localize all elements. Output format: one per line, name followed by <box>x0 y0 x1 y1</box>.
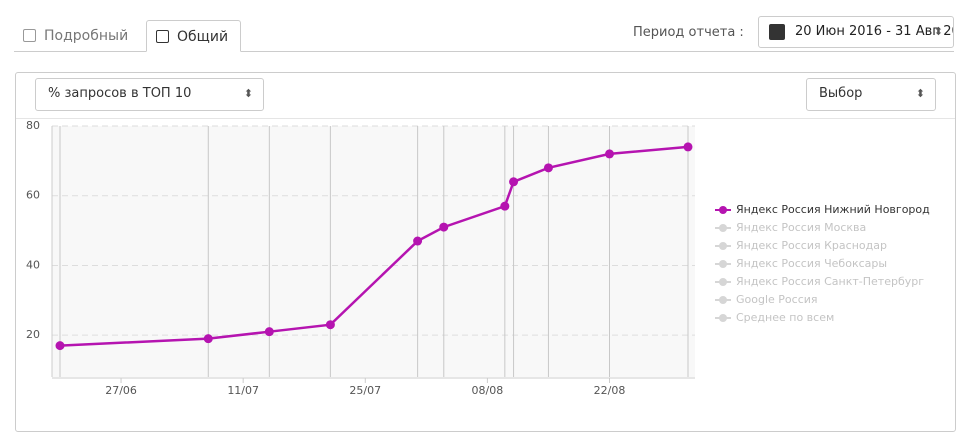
legend-marker <box>719 278 727 286</box>
x-tick-label: 25/07 <box>349 384 381 397</box>
legend-label: Среднее по всем <box>736 311 834 324</box>
calendar-icon <box>769 24 785 40</box>
legend-label: Google Россия <box>736 293 818 306</box>
x-tick-label: 08/08 <box>472 384 504 397</box>
x-tick-label: 27/06 <box>105 384 137 397</box>
legend-label: Яндекс Россия Краснодар <box>736 239 887 252</box>
data-point <box>55 341 65 351</box>
x-tick-label: 22/08 <box>594 384 626 397</box>
data-point <box>325 320 335 330</box>
choice-select[interactable]: Выбор <box>806 78 936 111</box>
plot-area <box>52 126 695 377</box>
tab-label: Подробный <box>44 28 129 44</box>
icon <box>156 30 169 43</box>
tab[interactable]: Подробный <box>14 20 144 52</box>
tab[interactable]: Общий <box>146 20 241 52</box>
legend-marker <box>719 242 727 250</box>
data-point <box>683 142 693 152</box>
metric-select[interactable]: % запросов в ТОП 10 <box>35 78 264 111</box>
date-range[interactable]: 20 Июн 2016 - 31 Авг 20 <box>758 16 954 48</box>
select-text: Выбор <box>819 86 863 101</box>
icon <box>23 29 36 42</box>
data-point <box>264 327 274 337</box>
data-point <box>500 201 510 211</box>
tab-divider <box>14 51 954 52</box>
data-point <box>605 149 614 159</box>
legend-marker <box>719 260 727 268</box>
separator <box>16 118 955 119</box>
legend-label: Яндекс Россия Нижний Новгород <box>736 203 930 216</box>
y-tick-label: 60 <box>26 189 40 202</box>
page: Подробный Общий Период отчета : 20 Июн 2… <box>0 0 964 414</box>
data-point <box>509 177 519 187</box>
legend-marker <box>719 206 727 214</box>
legend-label: Яндекс Россия Санкт-Петербург <box>736 275 924 288</box>
legend-marker <box>719 224 727 232</box>
select-text: % запросов в ТОП 10 <box>48 86 192 101</box>
date-range-text: 20 Июн 2016 - 31 Авг 20 <box>795 24 954 39</box>
data-point <box>543 163 553 173</box>
legend-marker <box>719 296 727 304</box>
data-point <box>413 236 423 246</box>
data-point <box>439 222 449 232</box>
legend-label: Яндекс Россия Москва <box>736 221 866 234</box>
legend-label: Яндекс Россия Чебоксары <box>736 257 887 270</box>
y-tick-label: 80 <box>26 119 40 132</box>
y-tick-label: 40 <box>26 258 40 271</box>
x-tick-label: 11/07 <box>227 384 259 397</box>
legend-marker <box>719 314 727 322</box>
period-label: Период отчета : <box>633 25 744 40</box>
y-tick-label: 20 <box>26 328 40 341</box>
data-point <box>203 334 213 344</box>
tab-label: Общий <box>177 29 229 45</box>
chart: 20 40 60 80 27/06 11/07 25/07 08/08 22/08 Яндекс … <box>26 119 930 397</box>
